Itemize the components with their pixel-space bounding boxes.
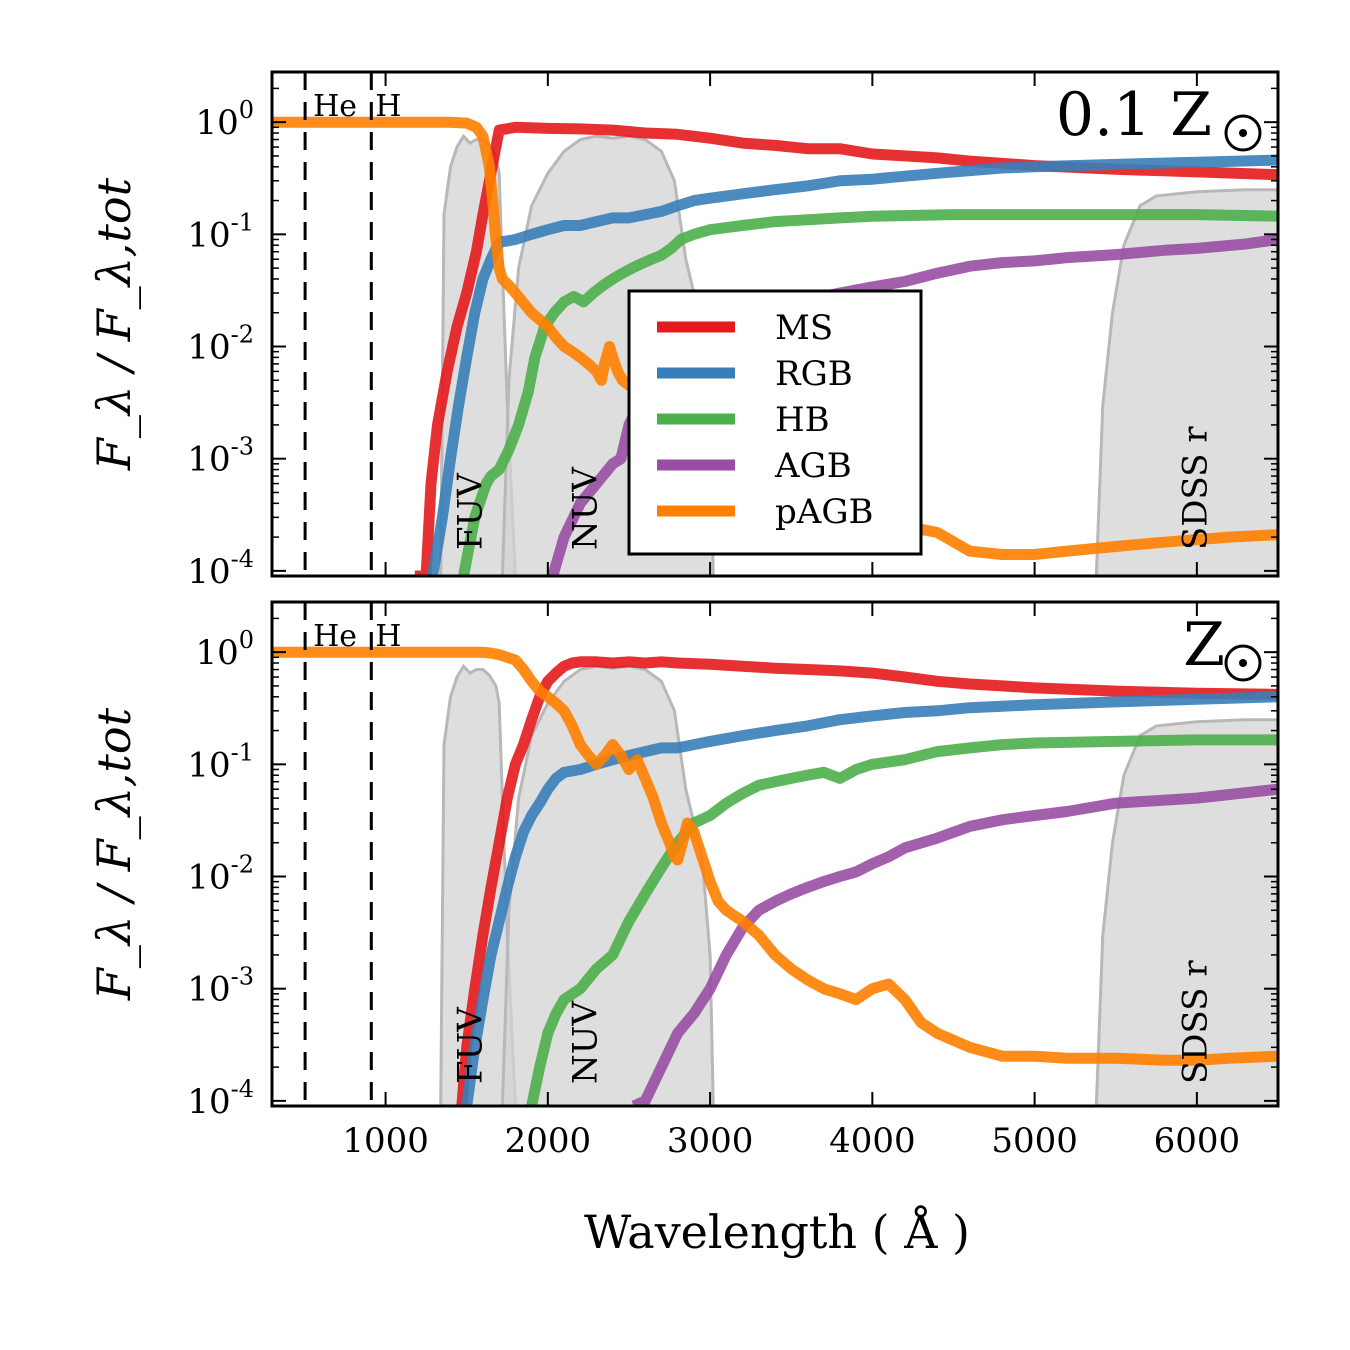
sun-symbol bbox=[1224, 114, 1262, 152]
y-tick-label: 10-3 bbox=[187, 433, 254, 480]
series-rgb bbox=[461, 691, 1278, 1106]
band-label-sdss-r: SDSS r bbox=[1176, 426, 1216, 550]
band-sdss-r bbox=[1094, 188, 1278, 576]
x-tick-label: 5000 bbox=[991, 1121, 1078, 1161]
edge-label-he: He bbox=[313, 619, 357, 654]
series-pagb bbox=[272, 646, 1278, 1066]
edge-label-he: He bbox=[313, 89, 357, 124]
edge-label-h: H bbox=[375, 619, 401, 654]
band-label-fuv: FUV bbox=[450, 1006, 490, 1084]
y-tick-label: 10-3 bbox=[187, 963, 254, 1010]
plot-frame bbox=[270, 70, 1280, 578]
edge-markers: He H bbox=[303, 72, 401, 576]
series-hb bbox=[526, 734, 1278, 1106]
edge-markers: He H bbox=[303, 602, 401, 1106]
series-pagb bbox=[272, 116, 1278, 560]
x-tick-label: 1000 bbox=[342, 1121, 429, 1161]
series-ms bbox=[414, 121, 1278, 576]
x-tick-label: 2000 bbox=[505, 1121, 592, 1161]
series-lines bbox=[272, 646, 1278, 1106]
sun-symbol-ring bbox=[1224, 114, 1262, 152]
panel-bottom: He H 1000 2000 3000 4000 5000 6000 10-4 10-3 10-2… bbox=[87, 600, 1280, 1259]
y-tick-label: 10-1 bbox=[187, 208, 254, 255]
x-tick-label: 3000 bbox=[667, 1121, 754, 1161]
series-agb bbox=[631, 783, 1278, 1106]
sun-symbol-dot bbox=[1239, 129, 1247, 137]
band-label-fuv: FUV bbox=[450, 472, 490, 550]
y-tick-label: 10-1 bbox=[187, 738, 254, 785]
sun-symbol-dot bbox=[1239, 659, 1247, 667]
band-label-nuv: NUV bbox=[566, 1000, 606, 1084]
sun-symbol-ring bbox=[1224, 644, 1262, 682]
legend: MS RGB HB AGB pAGB bbox=[627, 289, 923, 556]
y-tick-label: 10-4 bbox=[187, 1075, 254, 1122]
band-sdss-r bbox=[1094, 718, 1278, 1106]
panel-label: 0.1 Z bbox=[1056, 80, 1212, 150]
x-tick-label: 4000 bbox=[829, 1121, 916, 1161]
sun-symbol bbox=[1224, 644, 1262, 682]
legend-label-agb: AGB bbox=[774, 446, 852, 486]
edge-label-h: H bbox=[375, 89, 401, 124]
axis-ticks: 1000 2000 3000 4000 5000 6000 10-4 10-3 10-2 10-1… bbox=[187, 602, 1278, 1161]
y-axis-label: F_λ / F_λ,tot bbox=[87, 177, 141, 471]
y-axis-label: F_λ / F_λ,tot bbox=[87, 707, 141, 1001]
series-ms bbox=[456, 656, 1278, 1106]
panel-label: Z bbox=[1183, 610, 1225, 680]
x-tick-label: 6000 bbox=[1154, 1121, 1241, 1161]
y-tick-label: 10-4 bbox=[187, 545, 254, 592]
y-tick-label: 100 bbox=[195, 626, 254, 673]
y-tick-label: 10-2 bbox=[187, 321, 254, 368]
series-lines bbox=[272, 116, 1278, 576]
y-tick-label: 10-2 bbox=[187, 851, 254, 898]
legend-label-ms: MS bbox=[775, 308, 833, 348]
y-tick-label: 100 bbox=[195, 96, 254, 143]
band-fills bbox=[439, 663, 1278, 1106]
band-label-nuv: NUV bbox=[566, 466, 606, 550]
plot-frame bbox=[270, 600, 1280, 1108]
x-axis-label: Wavelength ( Å ) bbox=[584, 1204, 970, 1259]
axis-ticks: 10-4 10-3 10-2 10-1 100 bbox=[187, 72, 1278, 592]
legend-label-hb: HB bbox=[775, 400, 830, 440]
band-label-sdss-r: SDSS r bbox=[1176, 960, 1216, 1084]
series-rgb bbox=[427, 154, 1278, 576]
legend-label-rgb: RGB bbox=[775, 354, 853, 394]
panel-top: He H 10-4 10-3 10-2 10-1 100 0.1 Z F_λ / F_λ,… bbox=[87, 70, 1280, 592]
series-hb bbox=[458, 209, 1278, 576]
legend-label-pagb: pAGB bbox=[775, 492, 873, 532]
